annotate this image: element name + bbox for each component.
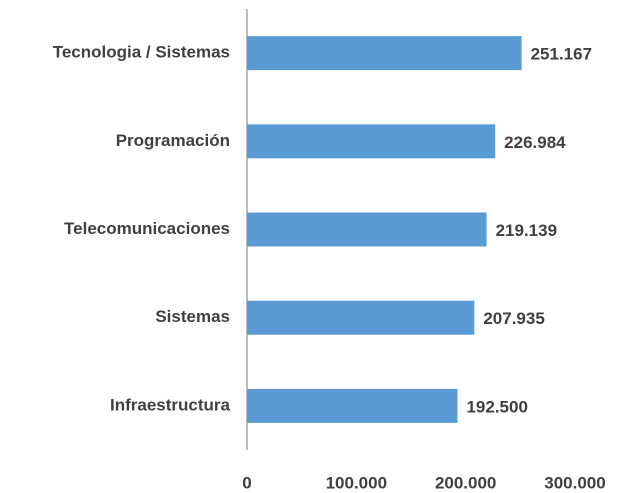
- bar: [247, 124, 496, 159]
- value-label: 219.139: [496, 221, 557, 240]
- y-tick-label: Tecnologia / Sistemas: [53, 43, 230, 62]
- value-label: 207.935: [483, 309, 544, 328]
- bar: [247, 212, 487, 247]
- x-tick-label: 200.000: [435, 473, 496, 492]
- y-tick-label: Infraestructura: [110, 395, 231, 414]
- value-label: 251.167: [531, 45, 592, 64]
- x-tick-label: 300.000: [544, 473, 605, 492]
- value-label: 192.500: [466, 397, 527, 416]
- y-tick-label: Telecomunicaciones: [64, 219, 230, 238]
- bar: [247, 300, 475, 335]
- y-tick-label: Sistemas: [155, 307, 230, 326]
- x-tick-label: 100.000: [326, 473, 387, 492]
- bar: [247, 36, 522, 71]
- y-tick-label: Programación: [116, 131, 230, 150]
- x-tick-label: 0: [242, 473, 251, 492]
- value-label: 226.984: [504, 133, 566, 152]
- bar: [247, 388, 458, 423]
